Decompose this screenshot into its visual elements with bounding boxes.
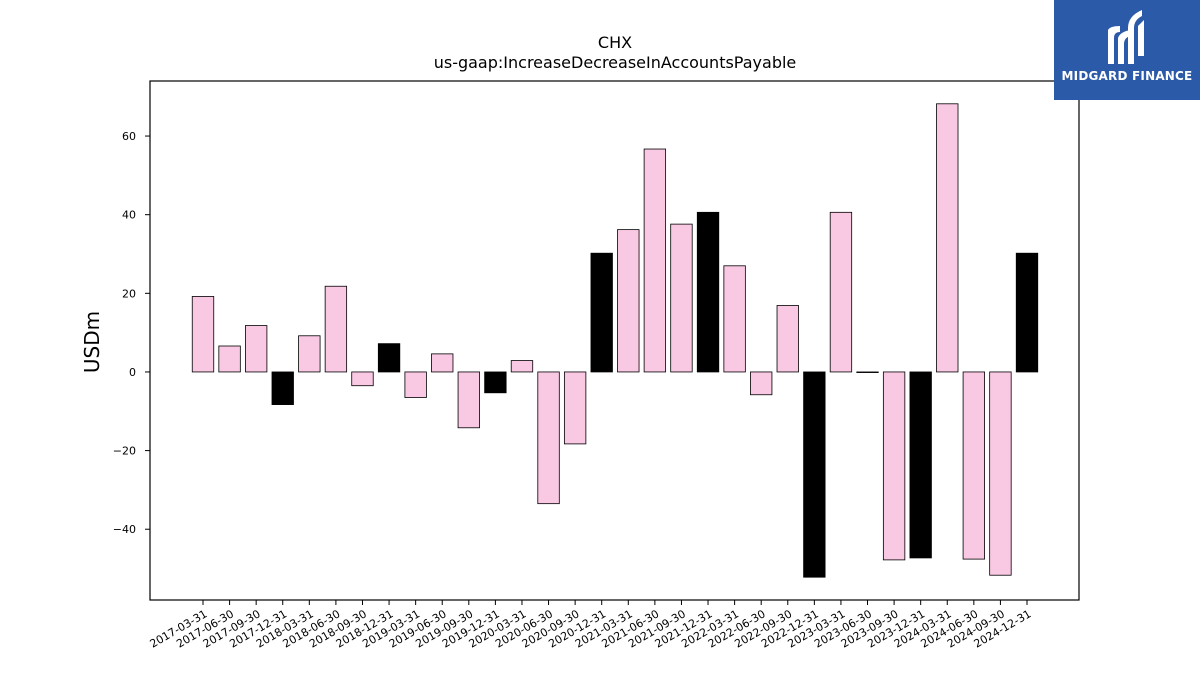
- chart-subtitle: us-gaap:IncreaseDecreaseInAccountsPayabl…: [434, 53, 797, 72]
- bar-2022-09-30: [776, 305, 799, 373]
- bar-2020-12-31: [590, 252, 613, 373]
- chart-title: CHX: [598, 33, 632, 52]
- bar-2017-12-31: [271, 371, 294, 405]
- y-tick-label: 20: [122, 287, 136, 300]
- bar-2023-06-30: [856, 371, 879, 373]
- brand-name: MIDGARD FINANCE: [1061, 69, 1193, 83]
- bar-2020-06-30: [537, 371, 560, 505]
- bar-2021-06-30: [643, 148, 667, 373]
- bar-2022-03-31: [723, 265, 746, 373]
- bar-2023-03-31: [829, 211, 853, 373]
- bar-2024-06-30: [962, 371, 985, 560]
- bar-2018-03-31: [298, 335, 321, 373]
- y-tick-label: 40: [122, 209, 136, 222]
- y-tick-label: 60: [122, 130, 136, 143]
- bar-2022-06-30: [750, 371, 773, 396]
- bar-2021-03-31: [617, 229, 640, 373]
- bar-2020-03-31: [510, 360, 534, 373]
- bar-2024-09-30: [989, 371, 1012, 576]
- bar-2022-12-31: [803, 371, 826, 578]
- bar-2018-09-30: [351, 371, 374, 387]
- bar-2019-12-31: [484, 371, 507, 394]
- bar-2023-12-31: [909, 371, 932, 559]
- y-axis: 60 40 20 0 −20 −40: [113, 130, 150, 536]
- y-tick-label: −20: [113, 445, 136, 458]
- bar-2017-06-30: [218, 345, 241, 373]
- bar-2019-03-31: [404, 371, 427, 398]
- bar-2019-09-30: [457, 371, 480, 429]
- bar-2020-09-30: [563, 371, 587, 445]
- bar-2024-12-31: [1015, 252, 1039, 373]
- bar-2018-12-31: [377, 343, 401, 373]
- bar-2024-03-31: [936, 103, 959, 373]
- midgard-logo-icon: [1108, 10, 1144, 64]
- bar-2017-09-30: [245, 325, 268, 373]
- y-axis-label: USDm: [80, 311, 104, 373]
- bar-2017-03-31: [191, 296, 215, 373]
- bar-2021-12-31: [696, 211, 720, 373]
- brand-logo: MIDGARD FINANCE: [1054, 0, 1200, 100]
- bar-2023-09-30: [882, 371, 906, 561]
- plot-frame: [149, 80, 1080, 601]
- bar-2021-09-30: [670, 223, 693, 373]
- bar-2018-06-30: [324, 285, 348, 373]
- x-axis: 2017-03-312017-06-302017-09-302017-12-31…: [148, 600, 1034, 651]
- y-tick-label: 0: [129, 366, 136, 379]
- bars-layer: [191, 103, 1039, 578]
- bar-2019-06-30: [431, 353, 454, 373]
- y-tick-label: −40: [113, 523, 136, 536]
